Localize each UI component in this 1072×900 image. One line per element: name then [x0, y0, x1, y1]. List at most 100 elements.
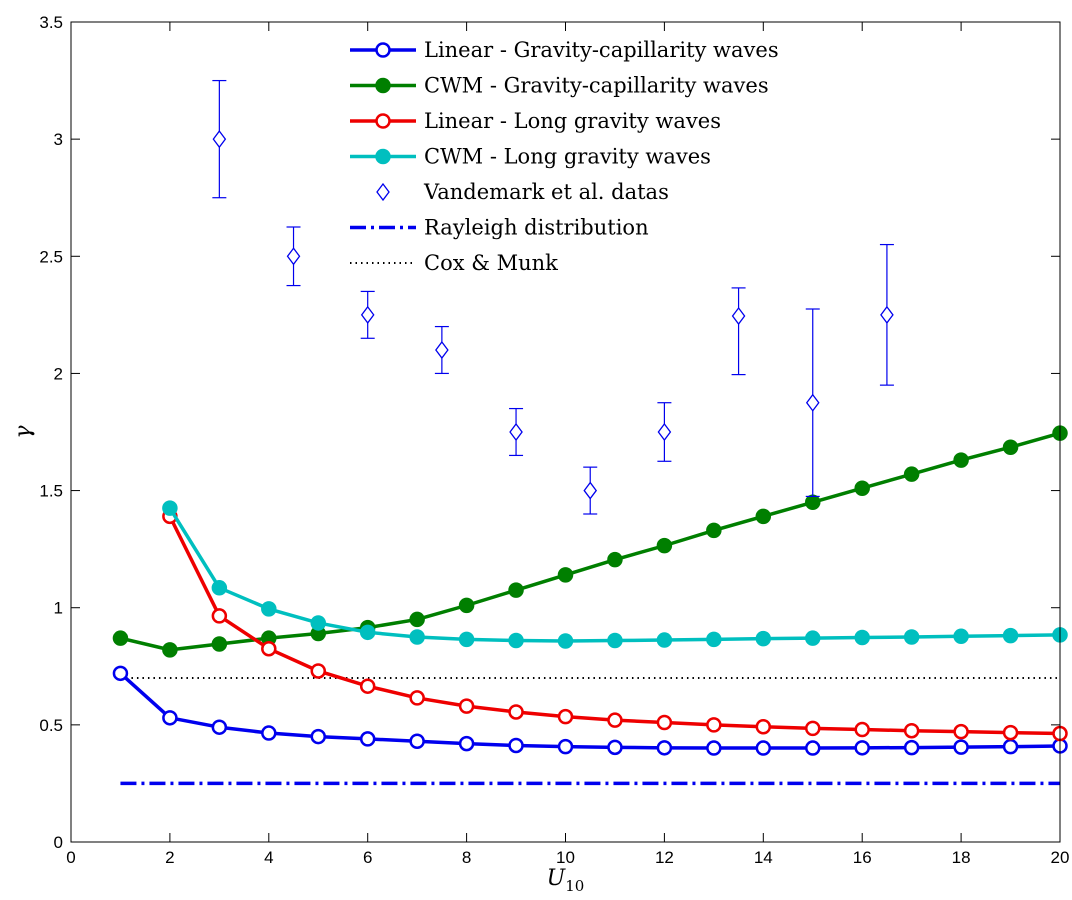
data-point	[1002, 627, 1019, 644]
x-tick-label: 14	[754, 848, 773, 867]
x-tick-label: 4	[264, 848, 273, 867]
data-point	[310, 663, 326, 679]
data-point	[458, 698, 475, 714]
data-point	[359, 624, 376, 641]
data-point-diamond	[583, 481, 598, 500]
data-point	[557, 738, 574, 755]
data-point	[1002, 724, 1019, 741]
data-point	[112, 665, 129, 682]
data-point	[656, 537, 673, 554]
legend-entry: Linear - Long gravity waves	[350, 109, 721, 133]
data-point	[755, 740, 772, 756]
data-point	[805, 494, 821, 511]
data-point	[607, 632, 623, 649]
scatter-vandemark	[212, 79, 894, 515]
y-tick-label: 1	[54, 599, 63, 618]
legend-entry: CWM - Long gravity waves	[350, 145, 711, 169]
data-point-diamond	[731, 306, 746, 326]
x-tick-label: 16	[853, 848, 872, 867]
x-tick-label: 18	[952, 848, 971, 867]
legend-entry: Cox & Munk	[350, 251, 558, 275]
data-point	[458, 735, 475, 752]
data-point	[409, 629, 425, 645]
legend-entry: Linear - Gravity-capillarity waves	[350, 38, 779, 62]
x-tick-label: 12	[655, 848, 674, 867]
data-point-diamond	[657, 422, 672, 442]
data-point	[211, 636, 228, 652]
data-point	[409, 611, 425, 628]
data-point	[508, 737, 524, 754]
data-point	[557, 708, 574, 725]
legend-label: Cox & Munk	[424, 251, 558, 275]
data-point	[656, 632, 673, 648]
legend-entry: Vandemark et al. datas	[376, 180, 669, 204]
data-point-diamond	[435, 340, 449, 360]
data-point	[706, 631, 722, 648]
data-point	[162, 500, 178, 516]
data-point	[903, 722, 920, 739]
data-point	[359, 731, 376, 747]
data-point	[706, 717, 722, 733]
data-point	[310, 728, 326, 745]
data-point	[706, 522, 722, 539]
legend-label: CWM - Long gravity waves	[424, 145, 711, 169]
data-point	[508, 582, 524, 598]
series-line	[168, 507, 1061, 643]
data-point	[903, 739, 920, 756]
legend-label: Rayleigh distribution	[424, 216, 649, 240]
data-point-diamond	[360, 305, 375, 324]
data-point	[261, 725, 277, 741]
data-point	[755, 630, 772, 647]
series-line	[168, 515, 1061, 736]
data-point	[112, 630, 129, 646]
data-point	[805, 630, 821, 646]
data-point	[706, 740, 722, 756]
x-tick-label: 0	[66, 848, 75, 867]
legend-entry: Rayleigh distribution	[350, 216, 649, 240]
data-point	[755, 508, 772, 525]
series-2	[112, 425, 1068, 658]
y-tick-label: 0	[54, 833, 63, 852]
legend-marker	[376, 182, 390, 202]
data-point-diamond	[286, 247, 301, 266]
data-point	[903, 466, 920, 482]
y-tick-label: 2.5	[39, 247, 63, 266]
data-point	[162, 710, 178, 726]
data-point	[953, 723, 969, 740]
data-point	[755, 718, 772, 735]
data-point	[409, 733, 425, 750]
data-point	[656, 714, 673, 731]
x-axis-label: U10	[547, 866, 585, 895]
data-point	[854, 629, 870, 646]
data-point	[557, 633, 574, 649]
data-point	[805, 720, 821, 737]
legend: Linear - Gravity-capillarity waves CWM - …	[350, 38, 779, 275]
data-point	[211, 719, 228, 735]
series-line	[119, 672, 1061, 750]
legend-entry: CWM - Gravity-capillarity waves	[350, 74, 769, 98]
data-point	[310, 615, 326, 631]
data-point	[854, 721, 870, 738]
data-point	[805, 740, 821, 756]
data-point	[1002, 439, 1019, 455]
data-point	[903, 629, 920, 645]
y-tick-label: 3.5	[39, 13, 63, 32]
data-point	[607, 712, 623, 728]
legend-label: Linear - Long gravity waves	[424, 109, 721, 133]
x-tick-label: 6	[363, 848, 372, 867]
series-1	[112, 665, 1068, 756]
y-tick-label: 0.5	[39, 716, 63, 735]
data-point	[953, 452, 969, 468]
data-point	[211, 580, 228, 596]
data-point	[359, 678, 376, 694]
legend-label: Vandemark et al. datas	[423, 180, 669, 204]
data-point	[458, 631, 475, 648]
x-tick-label: 8	[462, 848, 471, 867]
x-axis-label-subscript: 10	[565, 877, 584, 895]
x-axis-label-main: U	[547, 866, 567, 891]
data-point-diamond	[212, 130, 227, 149]
axes: 0 2 4 6 8 10 12 14 16 18 20 0 0.5 1 1.5 2 2.5 3 3.5 U10 γ	[11, 13, 1069, 895]
data-point	[211, 608, 228, 624]
data-point	[508, 704, 524, 720]
legend-marker	[375, 113, 391, 129]
